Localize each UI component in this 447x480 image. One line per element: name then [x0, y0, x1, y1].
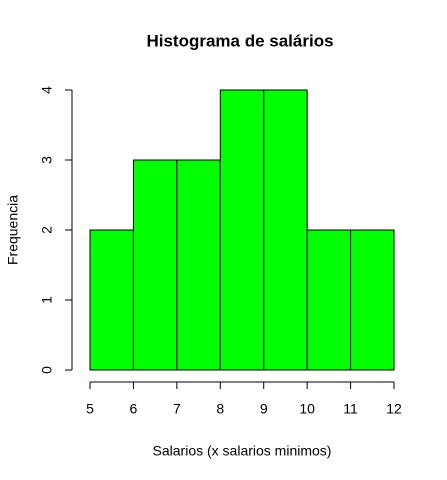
x-tick-label: 12 [386, 401, 402, 417]
y-axis-label: Frequencia [5, 195, 21, 265]
y-tick-label: 3 [39, 156, 55, 164]
bar [306, 229, 352, 371]
bar [219, 89, 265, 371]
bar [263, 89, 308, 371]
x-tick-label: 9 [260, 401, 268, 417]
x-tick-label: 11 [343, 401, 358, 417]
y-tick-label: 0 [39, 366, 55, 374]
bar [132, 159, 178, 371]
x-axis-label: Salarios (x salarios minimos) [153, 443, 332, 459]
x-tick-label: 6 [130, 401, 138, 417]
x-tick-label: 7 [173, 401, 181, 417]
y-tick-label: 1 [39, 296, 55, 304]
bar [350, 229, 395, 371]
y-tick-label: 4 [39, 86, 55, 94]
x-tick-label: 5 [86, 401, 94, 417]
x-tick-label: 10 [299, 401, 315, 417]
x-tick-label: 8 [216, 401, 224, 417]
bar [89, 229, 134, 371]
y-tick-label: 2 [39, 226, 55, 234]
bar [176, 159, 221, 371]
chart-title: Histograma de salários [146, 31, 333, 50]
